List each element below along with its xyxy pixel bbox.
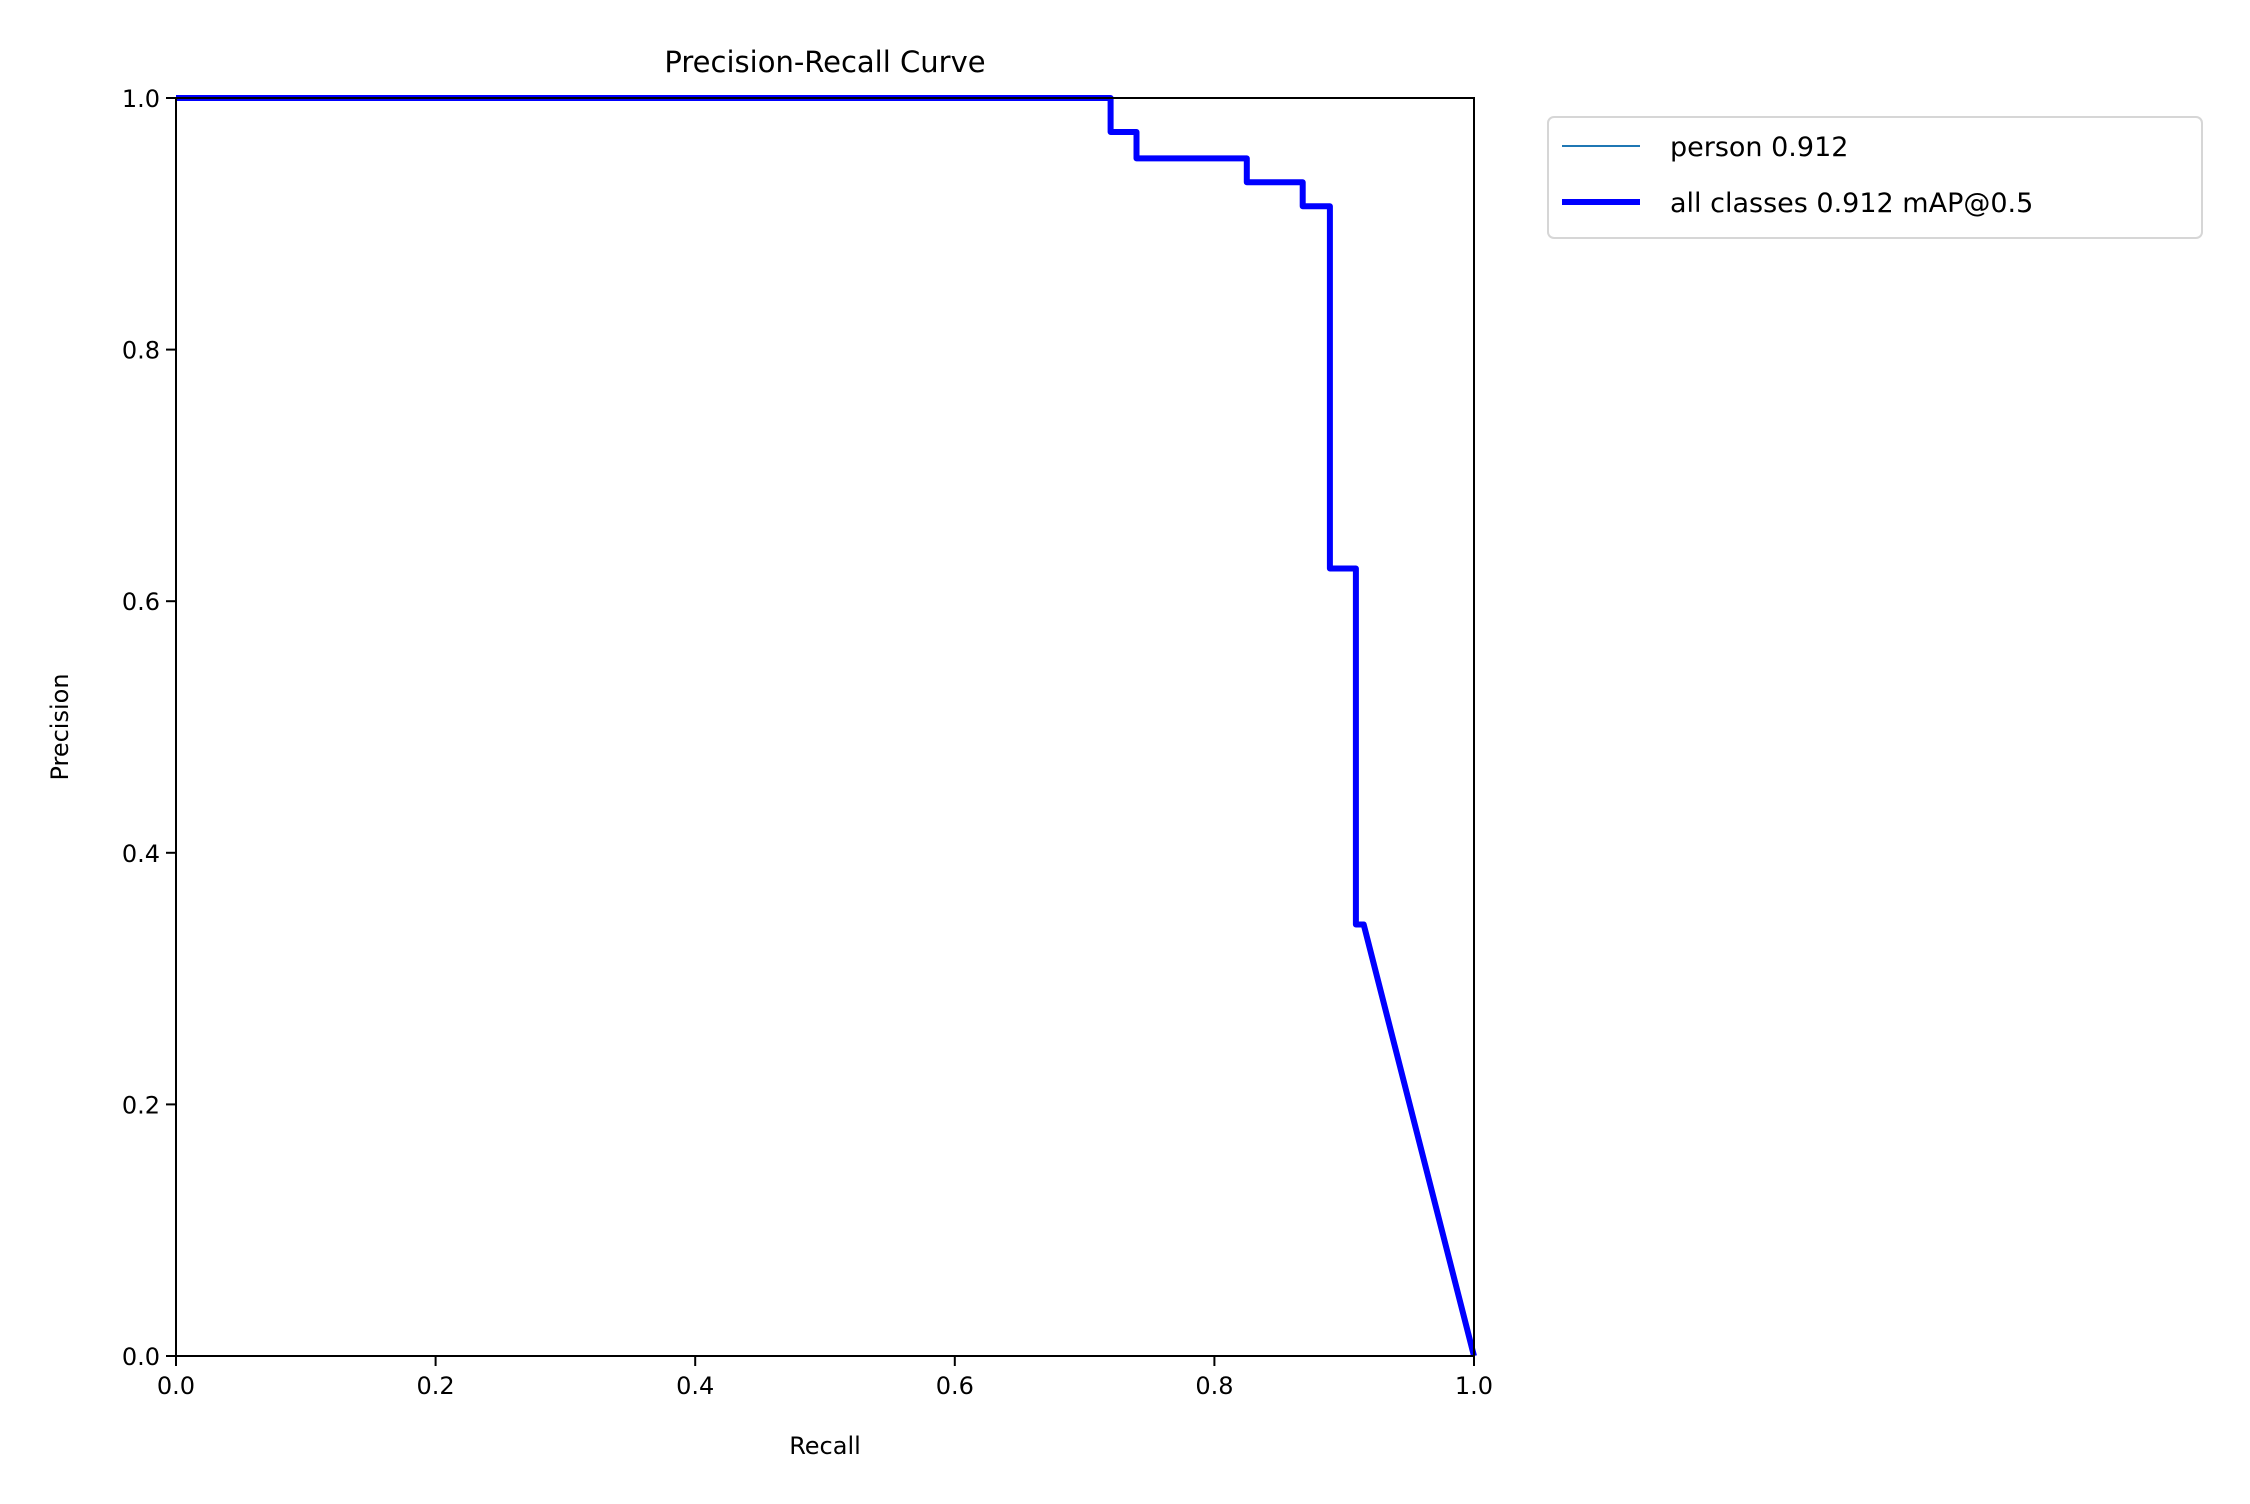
y-tick-label: 0.2 <box>122 1091 160 1119</box>
y-tick-label: 1.0 <box>122 85 160 113</box>
x-tick-label: 0.8 <box>1195 1372 1233 1400</box>
axes-frame <box>175 97 1475 1357</box>
x-axis-label: Recall <box>789 1432 861 1460</box>
y-tick-label: 0.4 <box>122 840 160 868</box>
x-tick-label: 0.4 <box>676 1372 714 1400</box>
legend-label-person: person 0.912 <box>1670 132 1848 163</box>
legend-box <box>1547 116 2203 239</box>
x-tick-label: 0.6 <box>936 1372 974 1400</box>
y-tick-label: 0.8 <box>122 337 160 365</box>
x-tick-label: 1.0 <box>1455 1372 1493 1400</box>
y-tick-label: 0.6 <box>122 588 160 616</box>
legend-label-all-classes: all classes 0.912 mAP@0.5 <box>1670 188 2033 219</box>
legend: person 0.912 all classes 0.912 mAP@0.5 <box>1547 116 2203 239</box>
chart-title: Precision-Recall Curve <box>664 45 985 79</box>
x-tick-label: 0.2 <box>417 1372 455 1400</box>
y-axis-label: Precision <box>46 673 74 780</box>
y-tick-label: 0.0 <box>122 1343 160 1371</box>
x-tick-label: 0.0 <box>157 1372 195 1400</box>
series-line-all-classes <box>176 95 1477 1357</box>
